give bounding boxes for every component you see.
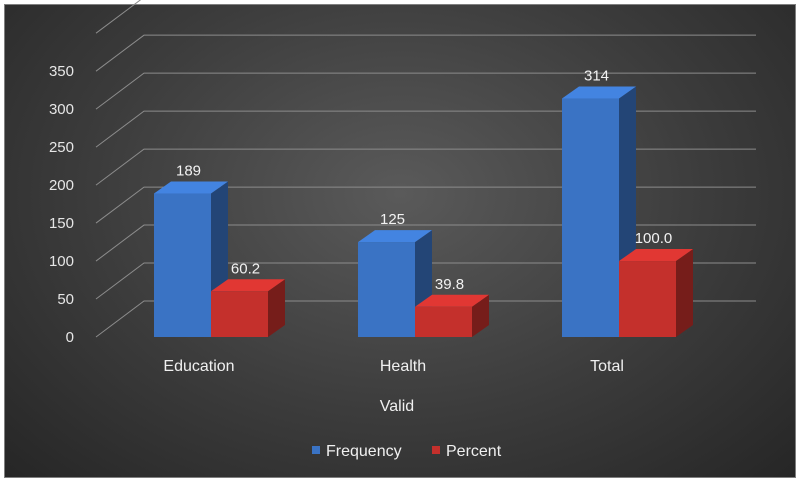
category-labels: Education Health Total <box>163 358 623 375</box>
bars <box>154 86 693 337</box>
legend-swatch <box>432 446 440 454</box>
bar-front <box>619 261 676 337</box>
y-tick-label: 0 <box>66 329 74 346</box>
bar-front <box>562 98 619 337</box>
bar-percent <box>619 249 693 337</box>
y-tick-label: 200 <box>49 177 74 194</box>
gridline <box>95 72 756 110</box>
bar-top <box>211 279 285 292</box>
bar-frequency <box>358 230 432 337</box>
bar-front <box>154 193 211 337</box>
gridline <box>95 34 756 72</box>
data-labels: 189 60.2 125 39.8 314 100.0 <box>176 68 672 293</box>
data-label: 39.8 <box>435 276 464 293</box>
legend-item-percent: Percent <box>432 443 502 460</box>
legend-label: Frequency <box>326 443 402 460</box>
bar-front <box>358 242 415 337</box>
bar-top <box>562 86 636 99</box>
bar-top <box>415 294 489 307</box>
data-label: 189 <box>176 162 201 179</box>
gridline <box>95 300 756 338</box>
bar-percent <box>415 294 489 337</box>
gridline <box>95 148 756 186</box>
category-label: Total <box>590 358 624 375</box>
gridline <box>95 0 142 34</box>
legend-item-frequency: Frequency <box>312 443 402 460</box>
y-axis-ticks: 0 50 100 150 200 250 300 350 <box>49 63 74 346</box>
gridline <box>95 262 756 300</box>
bar-top <box>619 249 693 262</box>
category-label: Education <box>163 358 234 375</box>
bar-top <box>154 181 228 194</box>
gridline <box>95 186 756 224</box>
category-label: Health <box>380 358 426 375</box>
data-label: 100.0 <box>635 230 673 247</box>
y-tick-label: 300 <box>49 101 74 118</box>
legend-label: Percent <box>446 443 502 460</box>
gridlines <box>95 0 756 338</box>
bar-side <box>268 279 285 337</box>
y-tick-label: 50 <box>57 291 74 308</box>
gridline <box>95 224 756 262</box>
bar-side <box>472 294 489 337</box>
legend: Frequency Percent <box>312 443 502 460</box>
bar-front <box>415 306 472 337</box>
y-tick-label: 100 <box>49 253 74 270</box>
y-tick-label: 250 <box>49 139 74 156</box>
legend-swatch <box>312 446 320 454</box>
bar-top <box>358 230 432 243</box>
y-tick-label: 350 <box>49 63 74 80</box>
data-label: 314 <box>584 68 609 85</box>
bar-side <box>676 249 693 337</box>
y-tick-label: 150 <box>49 215 74 232</box>
data-label: 60.2 <box>231 260 260 277</box>
x-axis-title: Valid <box>380 398 414 415</box>
bar-percent <box>211 279 285 337</box>
gridline <box>95 110 756 148</box>
bar-front <box>211 291 268 337</box>
data-label: 125 <box>380 211 405 228</box>
